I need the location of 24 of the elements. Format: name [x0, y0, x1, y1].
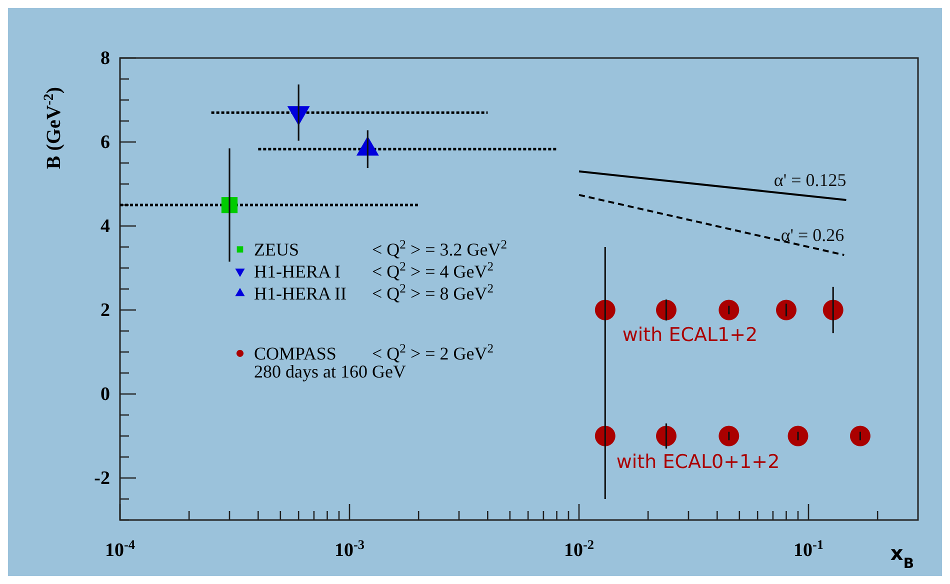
- annotation: < Q$^{2}$ > = 2 GeV$^{2}$: [372, 341, 494, 364]
- series-label: α' = 0.26: [780, 224, 844, 245]
- series-label: α' = 0.125: [774, 170, 846, 190]
- legend-label: H1-HERA I: [254, 261, 340, 282]
- annotation: < Q$^{2}$ > = 8 GeV$^{2}$: [372, 281, 494, 304]
- x-tick-label: 10$^{-3}$: [334, 536, 365, 561]
- y-tick-label: 0: [100, 384, 110, 405]
- legend-label: H1-HERA II: [254, 283, 346, 304]
- legend-label: COMPASS: [254, 343, 336, 364]
- y-tick-label: 2: [100, 300, 110, 321]
- annotation: < Q$^{2}$ > = 3.2 GeV$^{2}$: [372, 237, 508, 260]
- legend-label: ZEUS: [254, 239, 299, 260]
- y-tick-label: -2: [94, 468, 110, 489]
- x-axis-title: x$_{B}$: [890, 541, 914, 572]
- y-tick-label: 6: [100, 132, 110, 153]
- annotation: 280 days at 160 GeV: [254, 361, 406, 382]
- annotation: with ECAL0+1+2: [616, 451, 780, 473]
- annotation: with ECAL1+2: [622, 324, 758, 346]
- x-tick-label: 10$^{-2}$: [564, 536, 594, 561]
- y-tick-label: 4: [100, 216, 110, 237]
- y-tick-label: 8: [100, 48, 110, 69]
- x-tick-label: 10$^{-1}$: [793, 536, 824, 561]
- x-tick-label: 10$^{-4}$: [104, 536, 136, 561]
- annotation: < Q$^{2}$ > = 4 GeV$^{2}$: [372, 259, 494, 282]
